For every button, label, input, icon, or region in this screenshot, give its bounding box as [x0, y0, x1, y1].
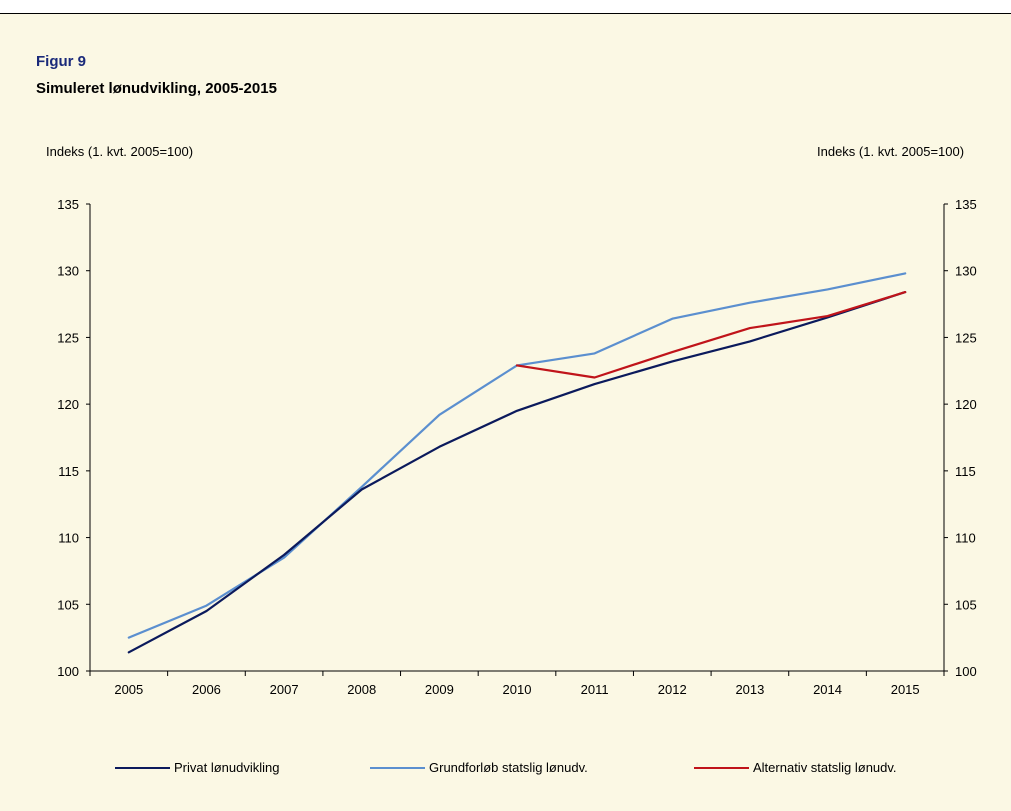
- legend-item-alternativ: Alternativ statslig lønudv.: [694, 760, 897, 775]
- x-tick-label-2014: 2014: [813, 682, 842, 697]
- y-tick-label-right: 120: [955, 397, 977, 412]
- x-tick-label-2015: 2015: [891, 682, 920, 697]
- legend-label-privat: Privat lønudvikling: [174, 760, 280, 775]
- figure-title: Simuleret lønudvikling, 2005-2015: [36, 80, 277, 97]
- x-tick-label-2008: 2008: [347, 682, 376, 697]
- y-tick-label-right: 100: [955, 664, 977, 679]
- legend: Privat lønudvikling Grundforløb statslig…: [0, 760, 1011, 790]
- x-tick-label-2006: 2006: [192, 682, 221, 697]
- x-tick-label-2009: 2009: [425, 682, 454, 697]
- legend-label-grundforloeb: Grundforløb statslig lønudv.: [429, 760, 588, 775]
- x-tick-label-2013: 2013: [735, 682, 764, 697]
- y-tick-label-left: 115: [58, 464, 79, 479]
- legend-item-privat: Privat lønudvikling: [115, 760, 280, 775]
- x-tick-label-2011: 2011: [581, 682, 609, 697]
- y-axis-label-left: Indeks (1. kvt. 2005=100): [46, 144, 194, 159]
- y-tick-label-right: 130: [955, 264, 977, 279]
- y-tick-label-left: 120: [57, 397, 79, 412]
- legend-label-alternativ: Alternativ statslig lønudv.: [753, 760, 897, 775]
- chart-panel: [0, 14, 1011, 811]
- legend-swatch-alternativ: [694, 766, 749, 769]
- y-tick-label-right: 135: [955, 197, 977, 212]
- y-tick-label-left: 135: [57, 197, 79, 212]
- x-tick-label-2007: 2007: [270, 682, 299, 697]
- top-rule: [0, 13, 1011, 14]
- x-tick-label-2005: 2005: [114, 682, 143, 697]
- y-tick-label-right: 110: [955, 531, 976, 546]
- y-tick-label-right: 105: [955, 597, 977, 612]
- series-layer: [127, 272, 907, 654]
- x-tick-label-2012: 2012: [658, 682, 687, 697]
- axes: 100 100 105 105 110 110 115 115 120 120 125 125 130 1…: [57, 197, 976, 697]
- y-tick-label-left: 130: [57, 264, 79, 279]
- y-tick-label-left: 110: [58, 531, 79, 546]
- y-tick-label-right: 115: [955, 464, 976, 479]
- y-tick-label-left: 100: [57, 664, 79, 679]
- y-tick-label-right: 125: [955, 330, 977, 345]
- x-tick-label-2010: 2010: [503, 682, 532, 697]
- y-tick-label-left: 125: [57, 330, 79, 345]
- y-axis-label-right: Indeks (1. kvt. 2005=100): [817, 144, 965, 159]
- figure-label: Figur 9: [36, 53, 87, 70]
- series-line-alternativ: [515, 291, 907, 379]
- legend-swatch-privat: [115, 766, 170, 769]
- legend-item-grundforloeb: Grundforløb statslig lønudv.: [370, 760, 588, 775]
- series-line-privat: [127, 291, 907, 654]
- legend-swatch-grundforloeb: [370, 766, 425, 769]
- y-tick-label-left: 105: [57, 597, 79, 612]
